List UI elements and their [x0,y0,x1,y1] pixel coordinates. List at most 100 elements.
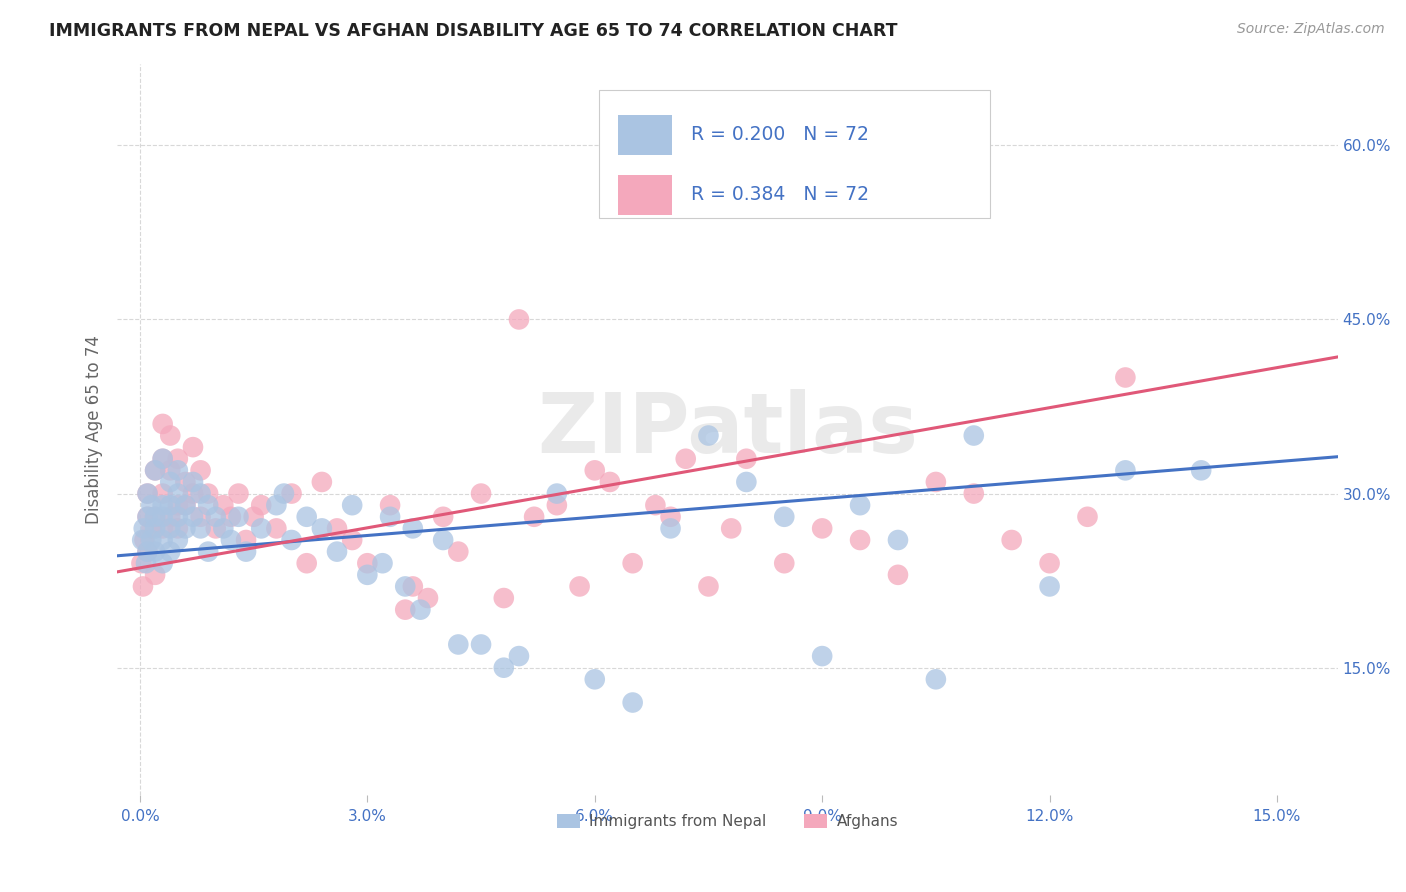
Point [811,521,834,535]
Point [190,509,212,524]
Point [925,673,948,687]
Point [132,521,155,535]
Point [402,521,425,535]
Point [152,533,174,547]
Point [697,428,720,442]
Point [159,544,181,558]
Point [583,673,606,687]
Point [212,521,235,535]
Point [141,533,163,547]
Point [131,533,153,547]
Point [773,509,796,524]
Point [204,521,226,535]
Point [492,591,515,605]
Point [659,509,682,524]
Point [887,567,910,582]
Point [508,312,530,326]
Point [181,486,204,500]
Point [166,521,188,535]
Point [621,556,644,570]
Legend: Immigrants from Nepal, Afghans: Immigrants from Nepal, Afghans [551,807,904,835]
Point [568,579,591,593]
Point [159,475,181,489]
Point [1001,533,1024,547]
Point [675,451,697,466]
Point [228,509,250,524]
Point [356,556,378,570]
Point [311,475,333,489]
Point [394,579,416,593]
Point [152,417,174,431]
Point [152,521,174,535]
Point [190,521,212,535]
Point [546,486,568,500]
Point [166,463,188,477]
Point [174,498,197,512]
Point [181,475,204,489]
Point [159,521,181,535]
Point [136,509,159,524]
Point [219,533,242,547]
Point [159,498,181,512]
Point [378,498,401,512]
Point [159,463,181,477]
Point [197,544,219,558]
Point [235,544,257,558]
Point [697,579,720,593]
Point [378,509,401,524]
Point [470,638,492,652]
Point [136,486,159,500]
Point [174,475,197,489]
Point [181,509,204,524]
FancyBboxPatch shape [599,90,990,218]
Point [644,498,666,512]
Point [143,509,166,524]
Point [242,509,264,524]
Point [143,509,166,524]
Point [340,533,363,547]
Point [402,579,425,593]
Point [219,509,242,524]
Point [720,521,742,535]
Point [152,498,174,512]
Point [492,661,515,675]
Point [356,567,378,582]
Point [266,498,288,512]
Point [136,544,159,558]
FancyBboxPatch shape [617,115,672,155]
Point [136,486,159,500]
Point [159,509,181,524]
Point [166,498,188,512]
Point [432,533,454,547]
Point [143,544,166,558]
Point [811,649,834,664]
Point [280,533,302,547]
Point [174,498,197,512]
Point [190,463,212,477]
Point [143,567,166,582]
Point [295,556,318,570]
Point [266,521,288,535]
Point [228,486,250,500]
Point [235,533,257,547]
Point [159,428,181,442]
Point [599,475,621,489]
Point [143,521,166,535]
FancyBboxPatch shape [617,175,672,215]
Text: Source: ZipAtlas.com: Source: ZipAtlas.com [1237,22,1385,37]
Point [371,556,394,570]
Point [197,486,219,500]
Point [166,509,188,524]
Point [1039,556,1062,570]
Point [1189,463,1212,477]
Point [143,463,166,477]
Point [197,498,219,512]
Text: R = 0.384   N = 72: R = 0.384 N = 72 [690,186,869,204]
Point [136,544,159,558]
Point [394,602,416,616]
Point [963,486,986,500]
Point [152,486,174,500]
Point [340,498,363,512]
Point [470,486,492,500]
Point [141,521,163,535]
